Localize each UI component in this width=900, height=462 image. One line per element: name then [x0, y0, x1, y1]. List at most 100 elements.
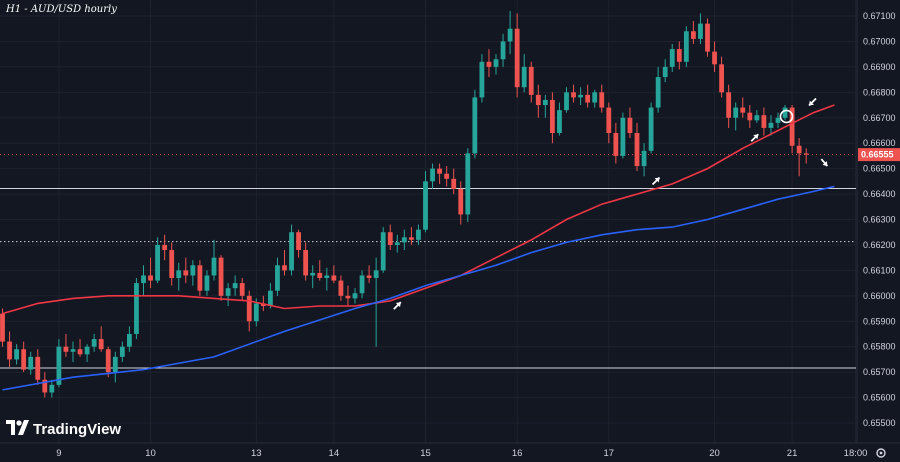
candle	[662, 59, 668, 83]
candle-body	[472, 97, 478, 154]
candle-body	[683, 31, 689, 62]
candle-body	[42, 379, 48, 393]
candle-body	[28, 356, 34, 370]
candle-body	[35, 356, 41, 380]
candle	[437, 163, 442, 184]
candle-body	[557, 110, 562, 134]
candle-body	[514, 28, 520, 88]
candle-body	[155, 244, 160, 281]
time-tick-label: 17	[604, 448, 615, 459]
gear-icon[interactable]	[876, 448, 886, 458]
candle	[176, 262, 182, 291]
candle	[246, 290, 252, 332]
last-price-label: 0.66555	[858, 148, 900, 162]
candle-body	[409, 237, 414, 240]
candle	[296, 229, 301, 258]
candle	[613, 122, 619, 164]
candle	[542, 94, 548, 118]
candle-body	[528, 66, 534, 95]
candle-body	[564, 92, 569, 111]
price-tick-label: 0.66700	[863, 113, 896, 123]
candle	[387, 224, 393, 251]
candle-body	[747, 112, 753, 121]
candle	[190, 260, 196, 286]
candle-body	[218, 257, 224, 296]
candle	[775, 112, 781, 128]
arrow-annotation	[393, 301, 402, 310]
candle-body	[352, 293, 358, 299]
candle	[698, 13, 703, 44]
price-tick-label: 0.65800	[863, 342, 896, 352]
arrow-annotation	[808, 97, 817, 107]
candle	[352, 288, 358, 304]
candle-body	[331, 275, 337, 281]
time-axis[interactable]: 9 10 13 14 15 16 17 20 21 18:00	[56, 448, 867, 459]
candle	[232, 275, 238, 296]
arrow-annotation	[750, 133, 759, 142]
candle	[712, 41, 717, 72]
chart-title: H1 - AUD/USD hourly	[5, 4, 117, 15]
candle	[423, 171, 428, 233]
price-tick-label: 0.66900	[863, 62, 896, 72]
candle	[754, 110, 760, 123]
candle	[535, 84, 541, 118]
candle	[14, 344, 19, 365]
candle	[416, 224, 421, 245]
candle-body	[91, 339, 97, 347]
candle	[458, 181, 464, 225]
candle	[683, 26, 689, 67]
candle-body	[70, 349, 76, 352]
candle-body	[578, 94, 583, 98]
candle-body	[324, 275, 330, 279]
candle	[289, 224, 294, 276]
candle	[599, 84, 605, 113]
price-axis[interactable]: 0.67100 0.67000 0.66900 0.66800 0.66700 0.666…	[863, 11, 896, 428]
candle-body	[239, 283, 245, 296]
candle-body	[56, 346, 62, 385]
arrow-head	[753, 134, 759, 140]
candle-body	[507, 28, 513, 42]
candle-body	[641, 150, 647, 167]
candle-body	[620, 117, 626, 156]
candle	[35, 349, 41, 385]
candle-body	[634, 133, 640, 167]
candle	[84, 344, 90, 362]
candle	[366, 265, 372, 284]
candle	[91, 333, 97, 352]
candle	[338, 275, 344, 301]
candle-body	[599, 92, 605, 108]
time-tick-label: 9	[56, 448, 61, 459]
candle-body	[698, 23, 703, 39]
candle-body	[49, 384, 55, 393]
candle-body	[268, 290, 273, 306]
candle	[218, 255, 224, 301]
price-tick-label: 0.65600	[863, 393, 896, 403]
candle-body	[669, 49, 675, 67]
candle-body	[401, 237, 407, 243]
candle	[134, 278, 139, 340]
candle	[21, 341, 27, 373]
time-tick-label: 10	[145, 448, 156, 459]
candle-body	[493, 59, 499, 67]
candle-body	[373, 270, 379, 279]
candle-body	[394, 242, 400, 245]
candle-body	[451, 178, 457, 189]
candle	[394, 234, 400, 253]
candle	[359, 270, 365, 299]
candle-body	[21, 349, 27, 370]
arrow-head	[822, 161, 828, 167]
price-tick-label: 0.66600	[863, 138, 896, 148]
arrow-annotation	[651, 176, 661, 186]
candle	[42, 372, 48, 398]
candle-body	[77, 349, 83, 355]
price-tick-label: 0.66500	[863, 164, 896, 174]
candle	[486, 49, 492, 78]
candle-body	[437, 168, 442, 174]
candle	[183, 257, 189, 284]
candle	[169, 242, 175, 286]
candle	[796, 138, 802, 177]
time-tick-label: 13	[251, 448, 262, 459]
candle	[564, 87, 569, 113]
candle-body	[84, 346, 90, 355]
